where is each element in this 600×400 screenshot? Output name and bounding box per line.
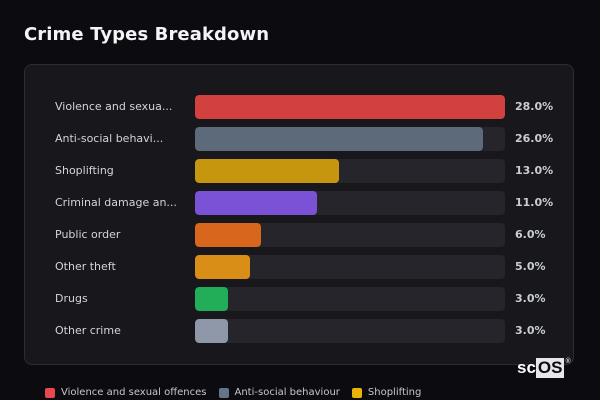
bar-value: 11.0% [515,196,554,209]
bar-value: 3.0% [515,324,546,337]
bar-fill[interactable] [195,191,317,215]
bar-value: 5.0% [515,260,546,273]
registered-mark-icon: ® [565,358,571,365]
legend-swatch-icon [351,387,362,398]
page-title: Crime Types Breakdown [24,24,270,45]
bar-fill[interactable] [195,255,251,279]
bar-label: Other theft [55,260,116,273]
bar-track [195,159,505,183]
bar-track [195,95,505,119]
legend-label: Violence and sexual offences [61,387,207,398]
bar-row: Anti-social behavi... 26.0% [25,127,573,151]
bar-value: 6.0% [515,228,546,241]
bar-track [195,255,505,279]
bar-track [195,223,505,247]
bar-row: Drugs 3.0% [25,287,573,311]
bar-row: Other crime 3.0% [25,319,573,343]
legend-label: Anti-social behaviour [234,387,340,398]
bar-value: 28.0% [515,100,554,113]
bar-fill[interactable] [195,159,339,183]
bar-row: Violence and sexua... 28.0% [25,95,573,119]
chart-card: Violence and sexua... 28.0% Anti-social be… [24,64,574,365]
legend-label: Shoplifting [367,387,422,398]
bar-value: 3.0% [515,292,546,305]
bar-row: Criminal damage an... 11.0% [25,191,573,215]
bar-label: Shoplifting [55,164,114,177]
bar-track [195,287,505,311]
bar-value: 13.0% [515,164,554,177]
logo-highlight: OS [535,358,565,378]
bar-fill[interactable] [195,127,483,151]
bar-row: Shoplifting 13.0% [25,159,573,183]
bar-track [195,191,505,215]
bar-fill[interactable] [195,223,262,247]
bar-fill[interactable] [195,95,505,119]
bar-label: Anti-social behavi... [55,132,164,145]
legend-swatch-icon [45,387,55,398]
legend-swatch-icon [218,387,229,398]
bar-row: Public order 6.0% [25,223,573,247]
bar-label: Other crime [55,324,121,337]
bar-fill[interactable] [195,287,229,311]
legend-item[interactable]: Violence and sexual offences [45,387,207,398]
bar-label: Drugs [55,292,88,305]
logo-prefix: sc [517,358,536,377]
bar-track [195,127,505,151]
legend-item[interactable]: Shoplifting [351,387,422,398]
bar-track [195,319,505,343]
bar-row: Other theft 5.0% [25,255,573,279]
bar-label: Public order [55,228,121,241]
bar-fill[interactable] [195,319,229,343]
legend-item[interactable]: Anti-social behaviour [218,387,340,398]
scos-logo: sc OS ® [517,358,571,378]
bar-label: Criminal damage an... [55,196,177,209]
bar-label: Violence and sexua... [55,100,173,113]
chart-legend: Violence and sexual offences Anti-social … [45,387,421,398]
bar-value: 26.0% [515,132,554,145]
